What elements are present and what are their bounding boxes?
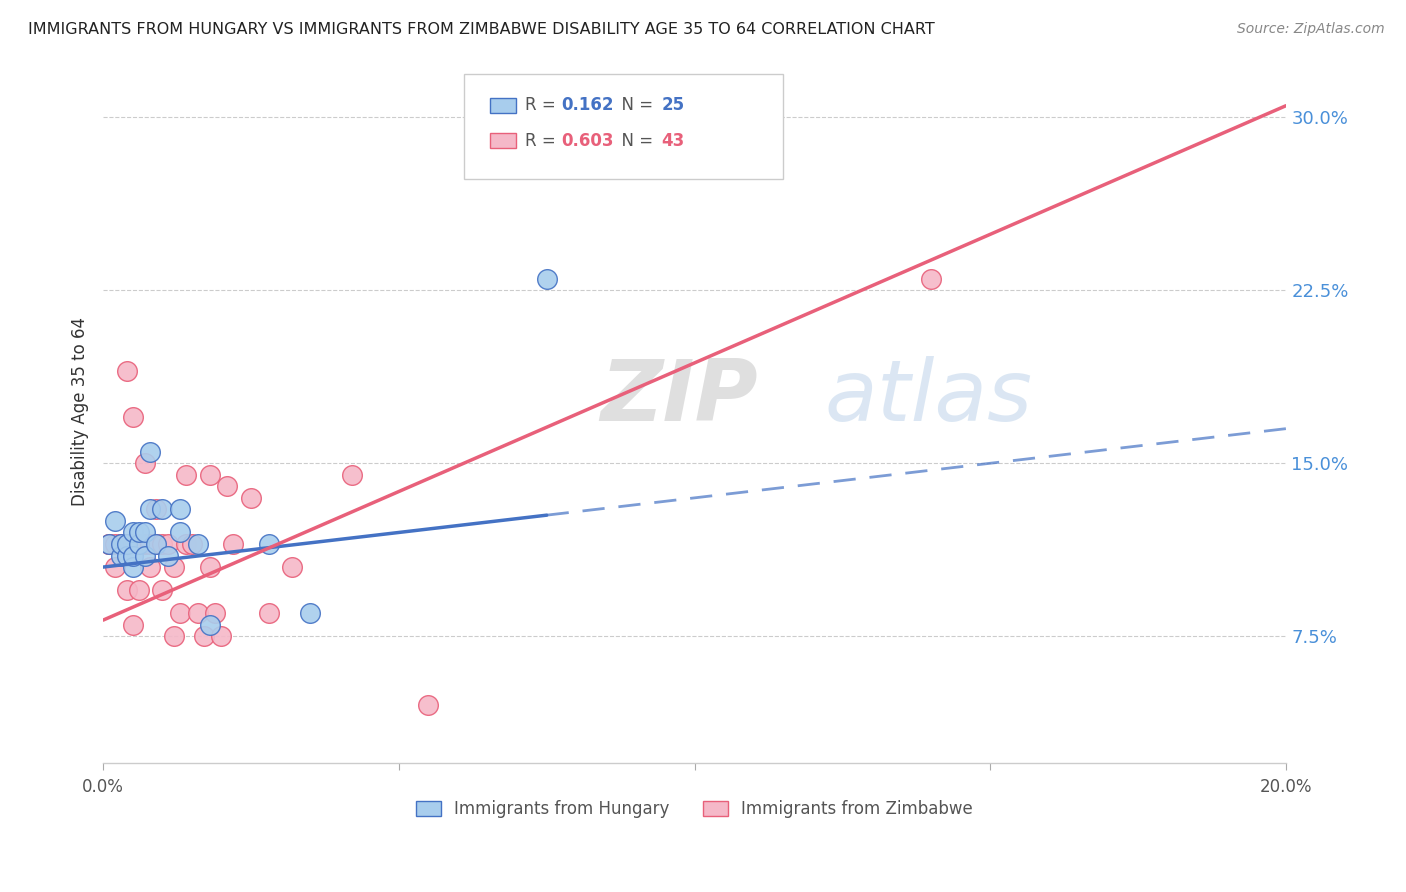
Point: [104, 560, 127, 574]
Text: R =: R =: [526, 131, 561, 150]
Point: [169, 502, 191, 516]
Point: [134, 537, 156, 551]
Point: [121, 410, 143, 425]
Point: [98, 537, 121, 551]
Text: IMMIGRANTS FROM HUNGARY VS IMMIGRANTS FROM ZIMBABWE DISABILITY AGE 35 TO 64 CORR: IMMIGRANTS FROM HUNGARY VS IMMIGRANTS FR…: [28, 22, 935, 37]
Point: [139, 444, 162, 458]
Point: [209, 629, 232, 643]
Point: [157, 549, 180, 563]
Point: [281, 560, 304, 574]
Point: [115, 537, 138, 551]
Point: [187, 606, 209, 620]
Legend: Immigrants from Hungary, Immigrants from Zimbabwe: Immigrants from Hungary, Immigrants from…: [409, 794, 980, 825]
Point: [193, 629, 215, 643]
Point: [98, 537, 121, 551]
Y-axis label: Disability Age 35 to 64: Disability Age 35 to 64: [72, 317, 89, 506]
Point: [163, 560, 186, 574]
Text: atlas: atlas: [824, 356, 1032, 439]
Point: [198, 467, 221, 482]
Point: [134, 549, 156, 563]
Point: [169, 525, 191, 540]
Point: [240, 491, 263, 505]
Point: [115, 549, 138, 563]
Point: [204, 606, 226, 620]
Point: [217, 479, 239, 493]
Point: [115, 583, 138, 598]
Point: [104, 537, 127, 551]
Point: [110, 537, 132, 551]
Point: [134, 525, 156, 540]
Point: [115, 537, 138, 551]
Point: [128, 583, 150, 598]
Point: [299, 606, 322, 620]
Point: [340, 467, 363, 482]
Point: [121, 617, 143, 632]
Point: [121, 537, 143, 551]
Point: [110, 537, 132, 551]
Point: [145, 502, 167, 516]
Point: [115, 364, 138, 378]
Point: [920, 271, 942, 285]
Point: [145, 537, 167, 551]
Point: [150, 502, 173, 516]
Text: 25: 25: [661, 96, 685, 114]
Text: 0.603: 0.603: [561, 131, 613, 150]
Point: [163, 629, 186, 643]
Point: [110, 549, 132, 563]
Point: [121, 525, 143, 540]
Point: [174, 467, 197, 482]
FancyBboxPatch shape: [489, 133, 516, 148]
Text: 0.162: 0.162: [561, 96, 613, 114]
Point: [257, 537, 280, 551]
Point: [174, 537, 197, 551]
Point: [157, 537, 180, 551]
Text: N =: N =: [610, 131, 658, 150]
Point: [110, 537, 132, 551]
Point: [169, 606, 191, 620]
Point: [180, 537, 202, 551]
Point: [128, 537, 150, 551]
Point: [121, 549, 143, 563]
Point: [536, 271, 558, 285]
Point: [222, 537, 245, 551]
FancyBboxPatch shape: [489, 97, 516, 113]
FancyBboxPatch shape: [464, 74, 783, 179]
Point: [128, 537, 150, 551]
Point: [198, 617, 221, 632]
Point: [98, 537, 121, 551]
Point: [187, 537, 209, 551]
Text: ZIP: ZIP: [600, 356, 758, 439]
Point: [257, 606, 280, 620]
Point: [134, 456, 156, 470]
Text: R =: R =: [526, 96, 561, 114]
Point: [150, 583, 173, 598]
Point: [139, 560, 162, 574]
Point: [198, 560, 221, 574]
Point: [128, 525, 150, 540]
Point: [139, 537, 162, 551]
Point: [139, 502, 162, 516]
Point: [104, 514, 127, 528]
Point: [150, 537, 173, 551]
Text: 43: 43: [661, 131, 685, 150]
Point: [121, 560, 143, 574]
Point: [145, 537, 167, 551]
Text: Source: ZipAtlas.com: Source: ZipAtlas.com: [1237, 22, 1385, 37]
Text: N =: N =: [610, 96, 658, 114]
Point: [418, 698, 440, 713]
